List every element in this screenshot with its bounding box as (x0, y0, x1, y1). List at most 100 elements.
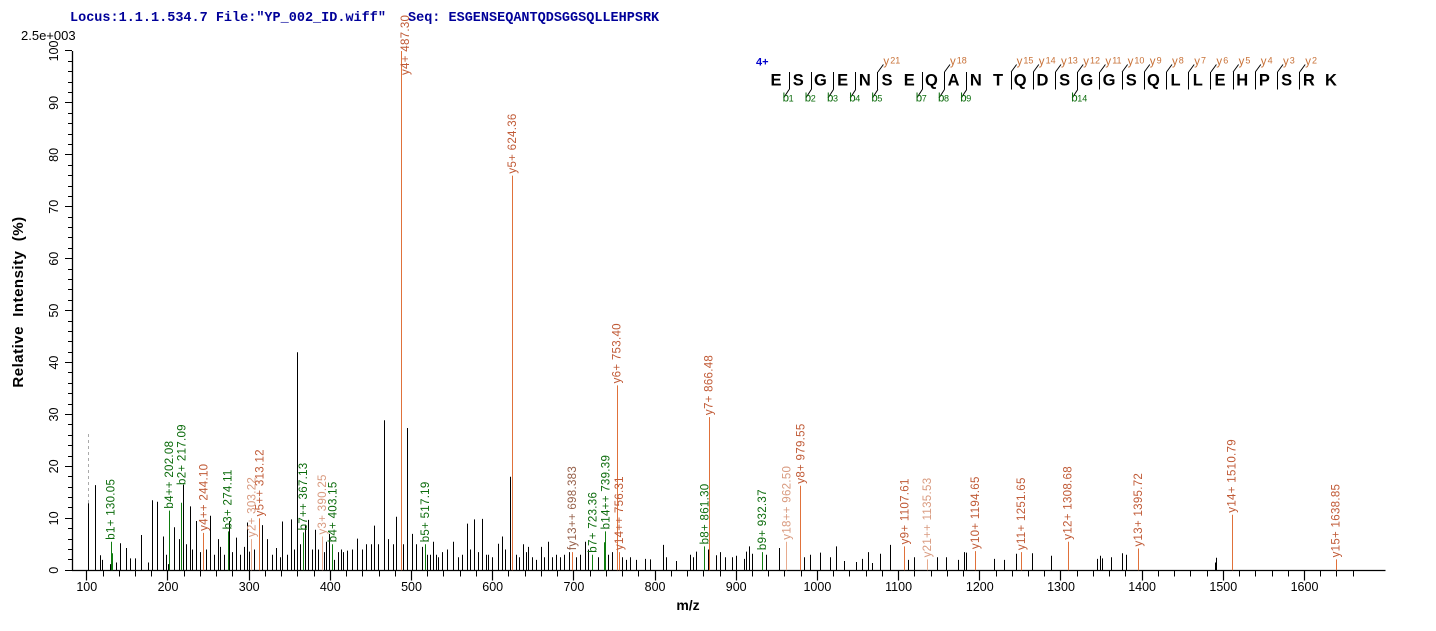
svg-text:y: y (1105, 56, 1111, 68)
svg-text:S: S (1126, 72, 1137, 90)
svg-text:500: 500 (401, 580, 422, 594)
svg-text:y6+ 753.40: y6+ 753.40 (612, 323, 624, 383)
svg-text:y3+ 390.25: y3+ 390.25 (317, 474, 329, 534)
svg-text:y: y (1061, 56, 1067, 68)
svg-text:y13+ 1395.72: y13+ 1395.72 (1133, 473, 1145, 547)
svg-text:b9+ 932.37: b9+ 932.37 (757, 489, 769, 550)
svg-text:1: 1 (789, 94, 794, 104)
svg-text:y11+ 1251.65: y11+ 1251.65 (1016, 477, 1028, 550)
svg-text:S: S (1281, 72, 1292, 90)
svg-text:y: y (1150, 56, 1156, 68)
svg-text:30: 30 (47, 408, 61, 422)
svg-text:8: 8 (1179, 56, 1184, 66)
svg-text:b: b (871, 93, 877, 105)
svg-text:Q: Q (1014, 72, 1027, 90)
svg-text:G: G (814, 72, 827, 90)
svg-text:9: 9 (966, 94, 971, 104)
svg-text:L: L (1171, 72, 1181, 90)
svg-text:1000: 1000 (803, 580, 831, 594)
svg-text:100: 100 (76, 580, 97, 594)
svg-text:b8+ 861.30: b8+ 861.30 (699, 484, 711, 545)
svg-text:40: 40 (47, 356, 61, 370)
svg-text:y14++ 756.31: y14++ 756.31 (614, 476, 626, 550)
svg-text:D: D (1036, 72, 1048, 90)
svg-text:G: G (1103, 72, 1116, 90)
svg-text:N: N (859, 72, 871, 90)
svg-text:y5++ 313.12: y5++ 313.12 (254, 449, 266, 516)
svg-text:1200: 1200 (966, 580, 994, 594)
svg-text:400: 400 (320, 580, 341, 594)
svg-text:8: 8 (944, 94, 949, 104)
svg-text:H: H (1236, 72, 1248, 90)
svg-text:50: 50 (47, 304, 61, 318)
svg-text:K: K (1325, 72, 1337, 90)
svg-text:y8+ 979.55: y8+ 979.55 (795, 423, 807, 483)
svg-text:b7++ 367.13: b7++ 367.13 (298, 462, 310, 530)
svg-text:y: y (1283, 56, 1289, 68)
svg-text:y10+ 1194.65: y10+ 1194.65 (970, 476, 982, 549)
svg-text:600: 600 (482, 580, 503, 594)
svg-text:y5+ 624.36: y5+ 624.36 (507, 113, 519, 173)
svg-text:Relative Intensity (%): Relative Intensity (%) (10, 216, 27, 387)
svg-text:1100: 1100 (885, 580, 912, 594)
svg-text:b: b (916, 93, 922, 105)
svg-text:b2+ 217.09: b2+ 217.09 (176, 424, 188, 485)
svg-text:y18++ 962.50: y18++ 962.50 (782, 466, 794, 540)
svg-text:b: b (960, 93, 966, 105)
svg-text:b14++ 739.39: b14++ 739.39 (600, 455, 612, 530)
svg-text:Q: Q (925, 72, 938, 90)
svg-text:11: 11 (1112, 56, 1121, 66)
svg-text:y: y (1172, 56, 1178, 68)
svg-text:12: 12 (1090, 56, 1100, 66)
svg-text:y4+ 487.30: y4+ 487.30 (400, 15, 412, 75)
svg-text:5: 5 (877, 94, 882, 104)
svg-text:20: 20 (47, 459, 61, 473)
svg-text:6: 6 (1223, 56, 1228, 66)
svg-text:70: 70 (47, 200, 61, 214)
svg-text:y: y (1216, 56, 1222, 68)
svg-text:Seq: ESGENSEQANTQDSGGSQLLEHPSR: Seq: ESGENSEQANTQDSGGSQLLEHPSRK (408, 11, 660, 26)
svg-text:15: 15 (1023, 56, 1033, 66)
svg-text:4: 4 (1268, 56, 1273, 66)
svg-text:90: 90 (47, 96, 61, 110)
svg-text:y: y (1039, 56, 1045, 68)
svg-text:300: 300 (239, 580, 260, 594)
svg-text:1600: 1600 (1291, 580, 1319, 594)
svg-text:9: 9 (1157, 56, 1162, 66)
svg-text:18: 18 (957, 56, 967, 66)
svg-text:900: 900 (726, 580, 747, 594)
svg-text:2.5e+003: 2.5e+003 (21, 28, 76, 43)
svg-text:1300: 1300 (1047, 580, 1075, 594)
svg-text:3: 3 (833, 94, 838, 104)
svg-text:E: E (904, 72, 915, 90)
svg-text:y15+ 1638.85: y15+ 1638.85 (1331, 484, 1343, 558)
svg-text:E: E (770, 72, 781, 90)
svg-text:y4++ 244.10: y4++ 244.10 (198, 464, 210, 531)
svg-text:21: 21 (890, 56, 900, 66)
svg-text:b3+ 274.11: b3+ 274.11 (223, 469, 235, 529)
svg-text:G: G (1080, 72, 1093, 90)
svg-text:A: A (948, 72, 960, 90)
svg-text:1400: 1400 (1128, 580, 1156, 594)
svg-text:E: E (837, 72, 848, 90)
svg-text:3: 3 (1290, 56, 1295, 66)
svg-text:T: T (993, 72, 1003, 90)
svg-text:y7+ 866.48: y7+ 866.48 (704, 355, 716, 415)
svg-text:b: b (938, 93, 944, 105)
svg-text:b4+ 403.15: b4+ 403.15 (327, 481, 339, 542)
svg-text:2: 2 (811, 94, 816, 104)
svg-text:fy13++ 698.383: fy13++ 698.383 (567, 466, 579, 550)
svg-text:y2+ 303.22: y2+ 303.22 (246, 477, 258, 537)
svg-text:5: 5 (1245, 56, 1250, 66)
svg-text:b: b (849, 93, 855, 105)
svg-text:13: 13 (1068, 56, 1078, 66)
svg-text:Q: Q (1147, 72, 1160, 90)
svg-text:b: b (783, 93, 789, 105)
svg-text:L: L (1193, 72, 1203, 90)
svg-text:1500: 1500 (1209, 580, 1237, 594)
svg-text:60: 60 (47, 252, 61, 266)
svg-text:P: P (1259, 72, 1270, 90)
svg-text:80: 80 (47, 148, 61, 162)
svg-text:b5+ 517.19: b5+ 517.19 (420, 481, 432, 542)
svg-text:m/z: m/z (676, 597, 699, 613)
